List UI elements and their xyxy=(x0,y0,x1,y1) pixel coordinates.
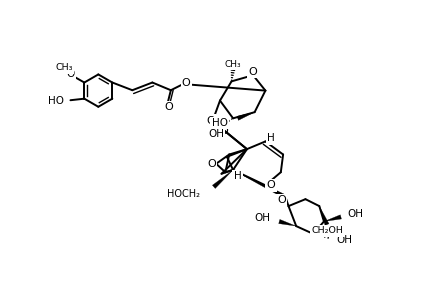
Text: O: O xyxy=(206,116,215,126)
Text: O: O xyxy=(248,67,257,77)
Text: HOCH₂: HOCH₂ xyxy=(166,189,199,199)
Text: O: O xyxy=(181,78,190,88)
Polygon shape xyxy=(233,170,286,199)
Text: OH: OH xyxy=(254,213,270,224)
Text: O: O xyxy=(266,180,275,190)
Polygon shape xyxy=(237,112,254,120)
Text: OH: OH xyxy=(255,213,271,224)
Polygon shape xyxy=(278,219,296,226)
Polygon shape xyxy=(323,215,341,222)
Text: O: O xyxy=(66,69,74,79)
Text: CH₃: CH₃ xyxy=(56,63,73,72)
Text: O: O xyxy=(267,180,276,190)
Text: O: O xyxy=(181,78,190,88)
Text: CH₂OH: CH₂OH xyxy=(311,226,342,235)
Text: O: O xyxy=(207,159,215,169)
Text: O: O xyxy=(164,102,173,112)
Text: HO: HO xyxy=(48,96,64,106)
Text: H: H xyxy=(233,171,240,181)
Text: OH: OH xyxy=(208,129,224,139)
Text: HOCH₂: HOCH₂ xyxy=(166,188,199,198)
Text: CH₂OH: CH₂OH xyxy=(311,226,342,235)
Text: HO: HO xyxy=(48,96,64,106)
Text: O: O xyxy=(265,182,274,192)
Text: OH: OH xyxy=(346,209,362,219)
Text: OH: OH xyxy=(336,235,351,245)
Text: OH: OH xyxy=(208,127,224,137)
Text: O: O xyxy=(207,159,215,169)
Text: H: H xyxy=(265,133,273,143)
Text: HO: HO xyxy=(211,118,227,128)
Text: OH: OH xyxy=(336,235,351,245)
Text: O: O xyxy=(206,116,215,126)
Text: OH: OH xyxy=(346,209,362,219)
Polygon shape xyxy=(212,170,233,188)
Text: O: O xyxy=(276,195,285,205)
Text: CH₃: CH₃ xyxy=(56,63,73,72)
Text: O: O xyxy=(66,69,74,79)
Text: H: H xyxy=(266,133,274,143)
Text: O: O xyxy=(219,126,228,137)
Text: O: O xyxy=(164,102,173,112)
Text: CH₃: CH₃ xyxy=(224,60,241,69)
Polygon shape xyxy=(318,206,328,225)
Text: CH₃: CH₃ xyxy=(224,60,241,69)
Text: HO: HO xyxy=(211,118,227,128)
Text: H: H xyxy=(233,171,241,181)
Text: O: O xyxy=(276,196,285,206)
